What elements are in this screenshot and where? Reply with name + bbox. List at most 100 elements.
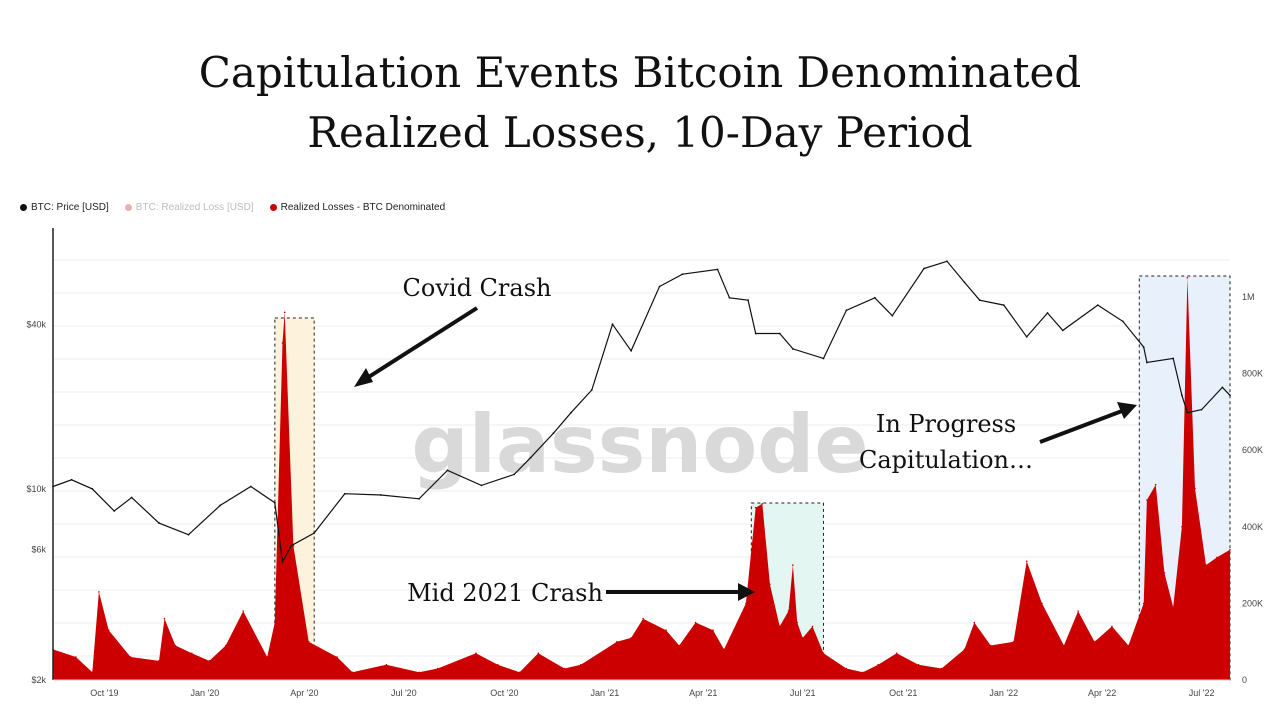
price-point	[1200, 408, 1203, 411]
price-point	[513, 473, 516, 476]
losses-point	[274, 621, 276, 624]
legend-item-realized-loss-usd[interactable]: BTC: Realized Loss [USD]	[124, 202, 254, 213]
legend-label-realized-losses-btc: Realized Losses - BTC Denominated	[280, 202, 446, 213]
losses-point	[1186, 277, 1189, 279]
losses-point	[642, 617, 644, 620]
losses-point	[1077, 610, 1079, 612]
price-point	[379, 494, 382, 496]
price-point	[290, 544, 293, 547]
losses-point	[283, 311, 286, 314]
losses-point	[745, 602, 747, 605]
price-point	[343, 492, 346, 495]
losses-point	[91, 671, 94, 674]
price-point	[754, 332, 757, 335]
losses-point	[580, 663, 582, 666]
x-tick-label: Jul '20	[391, 688, 417, 698]
losses-point	[973, 621, 976, 624]
losses-point	[1229, 548, 1231, 551]
price-point	[873, 296, 876, 299]
price-point	[923, 267, 925, 270]
losses-point	[822, 652, 825, 654]
price-point	[845, 309, 848, 312]
losses-point	[336, 656, 338, 658]
losses-point	[845, 667, 848, 670]
losses-point	[616, 640, 618, 643]
losses-point	[917, 663, 920, 666]
y-right-tick-label: 0	[1242, 675, 1247, 685]
arrow-mid-2021-head	[738, 583, 755, 601]
price-point	[570, 411, 572, 414]
x-tick-label: Oct '21	[889, 688, 917, 698]
legend-item-realized-losses-btc[interactable]: Realized Losses - BTC Denominated	[269, 202, 446, 213]
price-point	[313, 532, 316, 534]
losses-point	[940, 667, 943, 670]
price-point	[778, 332, 781, 335]
losses-point	[862, 671, 864, 674]
losses-point	[723, 648, 725, 651]
losses-point	[174, 644, 177, 647]
chart-legend: BTC: Price [USD] BTC: Realized Loss [USD…	[20, 202, 445, 213]
losses-point	[436, 667, 439, 670]
price-point	[1142, 346, 1145, 349]
annotation-in-progress-line1: In Progress	[876, 410, 1016, 438]
losses-point	[665, 629, 667, 632]
losses-point	[694, 621, 697, 624]
price-point	[1096, 304, 1099, 307]
losses-point	[224, 644, 227, 647]
annotations: Covid Crash Mid 2021 Crash In Progress C…	[354, 274, 1137, 607]
legend-dot-realized-losses-btc	[269, 204, 277, 211]
x-tick-label: Apr '22	[1088, 688, 1116, 698]
legend-item-price[interactable]: BTC: Price [USD]	[20, 202, 109, 213]
losses-point	[811, 625, 814, 628]
losses-point	[537, 652, 540, 654]
losses-point	[787, 610, 790, 612]
y-right-tick-label: 800K	[1242, 369, 1263, 379]
price-point	[130, 496, 133, 499]
price-point	[70, 478, 73, 481]
losses-point	[754, 506, 757, 509]
legend-label-price: BTC: Price [USD]	[31, 202, 109, 213]
price-point	[281, 561, 284, 563]
price-point	[658, 285, 661, 288]
price-point	[681, 273, 684, 276]
annotation-covid-crash: Covid Crash	[403, 274, 552, 302]
price-point	[630, 349, 633, 352]
price-point	[747, 299, 749, 302]
losses-point	[630, 637, 632, 639]
losses-point	[351, 671, 354, 674]
y-left-tick-label: $6k	[31, 545, 46, 555]
annotation-mid-2021-crash: Mid 2021 Crash	[407, 579, 603, 607]
losses-point	[678, 644, 681, 647]
x-tick-label: Oct '20	[490, 688, 518, 698]
losses-point	[1041, 602, 1043, 605]
losses-point	[75, 656, 77, 658]
y-left-tick-label: $2k	[31, 675, 46, 685]
losses-point	[385, 663, 388, 666]
price-point	[418, 497, 421, 500]
price-point	[1122, 320, 1124, 323]
losses-point	[292, 545, 295, 547]
price-series	[52, 260, 1231, 565]
losses-point	[1205, 564, 1207, 566]
losses-point	[1093, 640, 1096, 643]
losses-point	[761, 503, 764, 505]
legend-label-realized-loss-usd: BTC: Realized Loss [USD]	[135, 202, 254, 213]
losses-point	[1163, 571, 1166, 574]
losses-point	[1012, 640, 1015, 643]
losses-point	[989, 644, 992, 647]
losses-point	[563, 667, 566, 670]
axes: Oct '19 Jan '20 Apr '20 Jul '20 Oct '20 Jan '…	[26, 228, 1263, 698]
losses-point	[895, 652, 898, 654]
losses-point	[1216, 556, 1218, 559]
losses-point	[208, 660, 211, 662]
losses-point	[158, 660, 160, 662]
legend-dot-price	[20, 204, 27, 211]
losses-point	[107, 629, 110, 632]
chart-title-line2: Realized Losses, 10-Day Period	[307, 108, 973, 157]
y-right-tick-label: 400K	[1242, 522, 1263, 532]
price-point	[963, 281, 966, 284]
losses-point	[307, 640, 310, 643]
x-tick-label: Apr '21	[689, 688, 717, 698]
losses-point	[242, 610, 244, 612]
watermark-text: glassnode	[411, 398, 868, 491]
